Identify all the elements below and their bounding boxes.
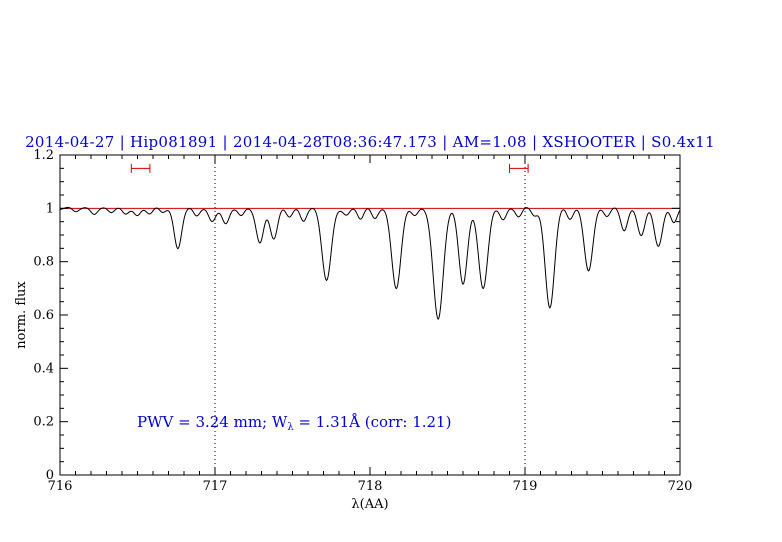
y-tick-label: 1 [46, 201, 54, 216]
y-axis-label: norm. flux [14, 281, 29, 349]
range-markers-layer [130, 163, 529, 173]
y-tick-label: 0.2 [33, 415, 54, 430]
x-tick-label: 716 [48, 479, 73, 494]
y-tick-label: 0.4 [33, 361, 54, 376]
x-axis-label: λ(AA) [351, 497, 388, 512]
ticks-layer [59, 154, 681, 476]
pwv-annotation: PWV = 3.24 mm; Wλ = 1.31Å (corr: 1.21) [137, 413, 451, 433]
x-tick-label: 717 [203, 479, 228, 494]
y-tick-label: 0 [46, 468, 54, 483]
y-tick-label: 0.6 [33, 308, 54, 323]
plot-title: 2014-04-27 | Hip081891 | 2014-04-28T08:3… [25, 133, 715, 151]
y-tick-label: 1.2 [33, 148, 54, 163]
pwv-annotation-rest: = 1.31Å (corr: 1.21) [294, 413, 452, 431]
y-tick-label: 0.8 [33, 255, 54, 270]
pwv-annotation-main: PWV = 3.24 mm; W [137, 413, 288, 431]
x-tick-label: 720 [668, 479, 693, 494]
tick-labels-layer: 716 717 718 719 720 0 0.2 0.4 0.6 0.8 1 1.2 [33, 148, 692, 494]
plot-frame [59, 154, 681, 476]
pwv-annotation-subscript: λ [287, 422, 294, 433]
x-tick-label: 718 [358, 479, 383, 494]
x-tick-label: 719 [513, 479, 538, 494]
spectrum-line [59, 206, 681, 320]
spectrum-layer [59, 206, 681, 320]
dotted-vlines-layer [214, 155, 526, 475]
